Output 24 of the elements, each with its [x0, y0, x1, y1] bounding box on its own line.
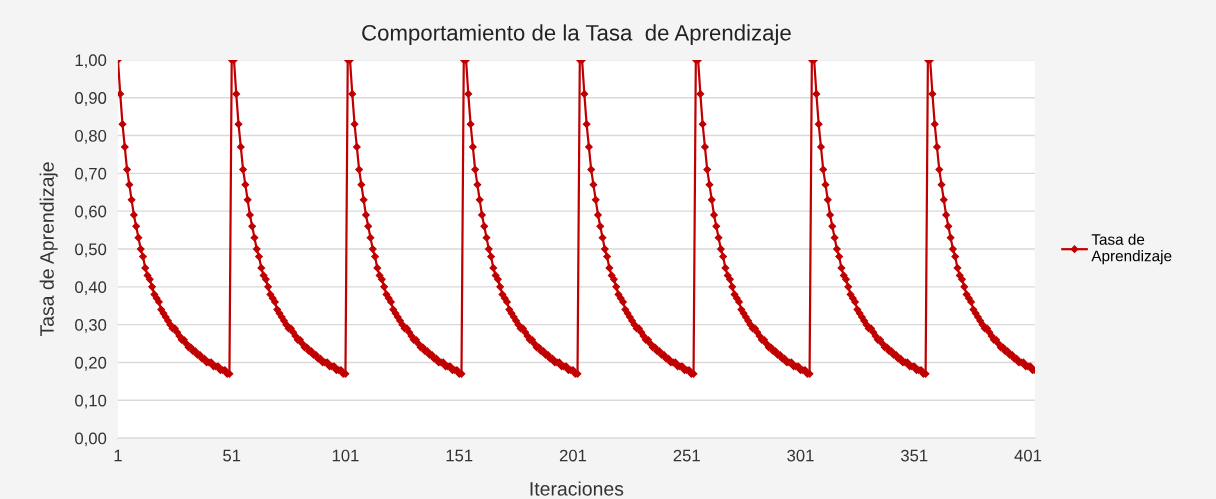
y-tick-label: 0,40 [75, 281, 107, 295]
y-tick-label: 1,00 [75, 54, 107, 69]
y-tick-label: 0,90 [75, 92, 107, 106]
y-axis-title: Tasa de Aprendizaje [39, 162, 58, 337]
x-tick-label: 101 [332, 449, 359, 462]
x-tick-label: 301 [787, 449, 814, 462]
chart-title: Comportamiento de la Tasa de Aprendizaje [362, 24, 791, 46]
x-tick-label: 151 [446, 449, 473, 462]
legend-label: Tasa de Aprendizaje [1091, 233, 1172, 265]
y-tick-label: 0,00 [75, 432, 107, 447]
y-tick-label: 0,70 [75, 167, 107, 182]
x-tick-label: 251 [673, 449, 700, 462]
y-tick-label: 0,80 [75, 129, 107, 144]
x-tick-label: 401 [1014, 449, 1042, 462]
x-axis-title: Iteraciones [530, 481, 624, 496]
x-tick-label: 201 [559, 449, 587, 462]
x-tick-label: 351 [900, 449, 928, 462]
y-tick-label: 0,50 [75, 243, 107, 258]
y-tick-label: 0,10 [75, 394, 107, 409]
y-tick-label: 0,60 [75, 205, 107, 220]
y-tick-label: 0,20 [75, 356, 107, 371]
x-tick-label: 1 [114, 449, 122, 462]
x-tick-label: 51 [223, 449, 241, 462]
y-tick-label: 0,30 [75, 319, 107, 333]
